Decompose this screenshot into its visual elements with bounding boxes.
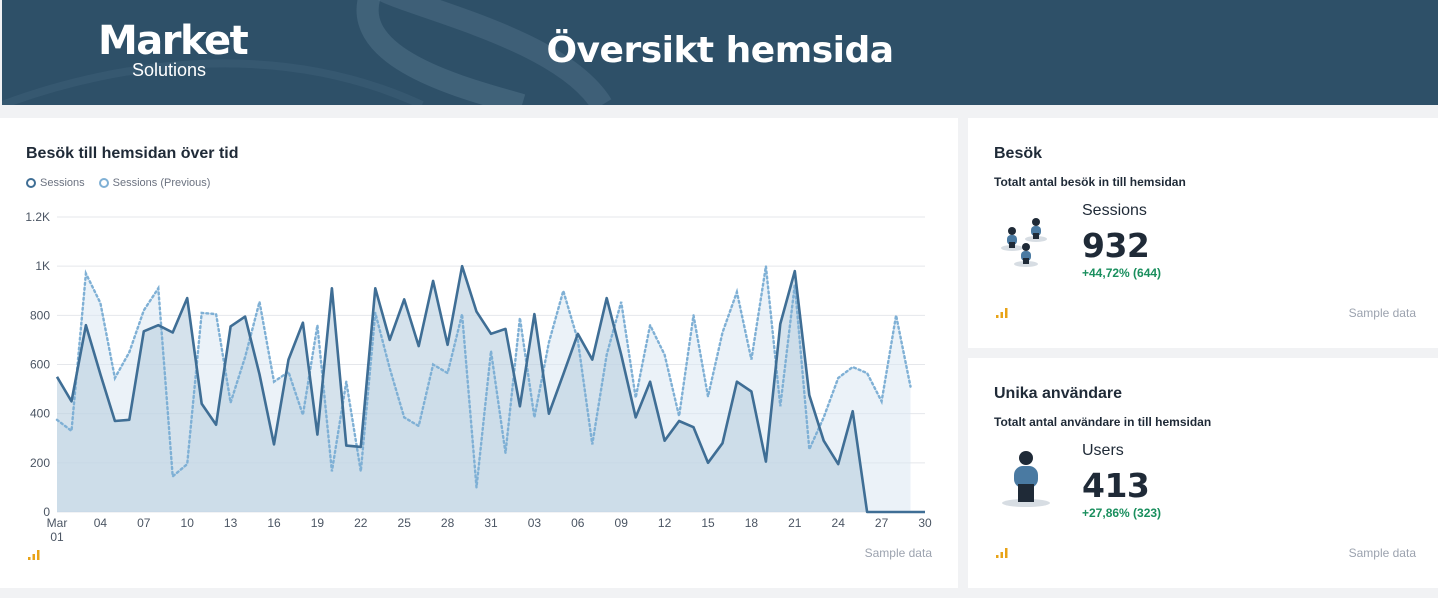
kpi-title: Unika användare bbox=[994, 385, 1123, 402]
series-line-sessions bbox=[55, 264, 925, 514]
kpi-subtitle: Totalt antal användare in till hemsidan bbox=[994, 415, 1212, 429]
header-banner: Market Solutions Översikt hemsida bbox=[2, 0, 1438, 105]
x-tick-label: 01 bbox=[50, 530, 64, 544]
kpi-delta: +27,86% (323) bbox=[1082, 506, 1162, 520]
x-tick-label: 31 bbox=[484, 516, 498, 530]
kpi-value: 413 bbox=[1082, 466, 1150, 505]
sessions-chart-card: Besök till hemsidan över tid Sessions Se… bbox=[0, 118, 958, 588]
kpi-value: 932 bbox=[1082, 226, 1150, 265]
y-tick-label: 1K bbox=[35, 259, 50, 273]
users-kpi-card: Unika användare Totalt antal användare i… bbox=[968, 358, 1438, 588]
sample-data-label: Sample data bbox=[1348, 546, 1416, 560]
chart-legend: Sessions Sessions (Previous) bbox=[26, 177, 210, 189]
x-tick-label: 09 bbox=[615, 516, 629, 530]
x-tick-label: 10 bbox=[181, 516, 195, 530]
series-area-sessions bbox=[57, 266, 925, 512]
y-tick-label: 600 bbox=[30, 358, 50, 372]
legend-label-sessions: Sessions bbox=[40, 177, 85, 189]
x-tick-label: 06 bbox=[571, 516, 585, 530]
logo-main-text: Market bbox=[98, 18, 249, 64]
legend-label-sessions-previous: Sessions (Previous) bbox=[112, 177, 211, 189]
kpi-metric-label: Users bbox=[1082, 442, 1124, 459]
sample-data-bar-icon bbox=[996, 308, 1008, 318]
x-tick-label: 25 bbox=[398, 516, 412, 530]
legend-item-sessions-previous[interactable]: Sessions (Previous) bbox=[98, 177, 211, 189]
series-line-sessions-previous bbox=[55, 266, 912, 488]
x-tick-label: 16 bbox=[267, 516, 281, 530]
sample-data-label: Sample data bbox=[864, 546, 932, 560]
kpi-delta: +44,72% (644) bbox=[1082, 266, 1162, 280]
logo[interactable]: Market Solutions bbox=[98, 18, 249, 80]
sessions-kpi-card: Besök Totalt antal besök in till hemsida… bbox=[968, 118, 1438, 348]
sample-data-label: Sample data bbox=[1348, 306, 1416, 320]
legend-item-sessions[interactable]: Sessions bbox=[26, 177, 85, 189]
logo-sub-text: Solutions bbox=[132, 60, 207, 80]
x-tick-label: Mar bbox=[47, 516, 68, 530]
kpi-metric-label: Sessions bbox=[1082, 202, 1147, 219]
kpi-title: Besök bbox=[994, 145, 1043, 162]
x-tick-label: 27 bbox=[875, 516, 889, 530]
y-tick-label: 0 bbox=[43, 505, 50, 519]
chart-title: Besök till hemsidan över tid bbox=[26, 145, 239, 162]
y-tick-label: 400 bbox=[30, 407, 50, 421]
x-tick-label: 19 bbox=[311, 516, 325, 530]
legend-dot-icon bbox=[98, 178, 109, 188]
y-tick-label: 200 bbox=[30, 456, 50, 470]
y-tick-label: 1.2K bbox=[25, 210, 50, 224]
x-tick-label: 04 bbox=[94, 516, 108, 530]
page-title: Översikt hemsida bbox=[546, 30, 894, 71]
x-tick-label: 24 bbox=[832, 516, 846, 530]
x-tick-label: 12 bbox=[658, 516, 672, 530]
x-tick-label: 07 bbox=[137, 516, 151, 530]
x-tick-label: 22 bbox=[354, 516, 368, 530]
sample-data-bar-icon bbox=[28, 550, 40, 560]
x-tick-label: 21 bbox=[788, 516, 802, 530]
x-tick-label: 30 bbox=[918, 516, 932, 530]
x-tick-label: 18 bbox=[745, 516, 759, 530]
y-tick-label: 800 bbox=[30, 308, 50, 322]
users-group-icon bbox=[1001, 218, 1047, 267]
x-tick-label: 15 bbox=[701, 516, 715, 530]
user-icon bbox=[1002, 451, 1050, 507]
decorative-swirl bbox=[2, 0, 612, 105]
x-tick-label: 13 bbox=[224, 516, 238, 530]
legend-dot-icon bbox=[26, 178, 36, 188]
sample-data-bar-icon bbox=[996, 548, 1008, 558]
x-tick-label: 28 bbox=[441, 516, 455, 530]
x-tick-label: 03 bbox=[528, 516, 542, 530]
kpi-subtitle: Totalt antal besök in till hemsidan bbox=[994, 175, 1186, 189]
